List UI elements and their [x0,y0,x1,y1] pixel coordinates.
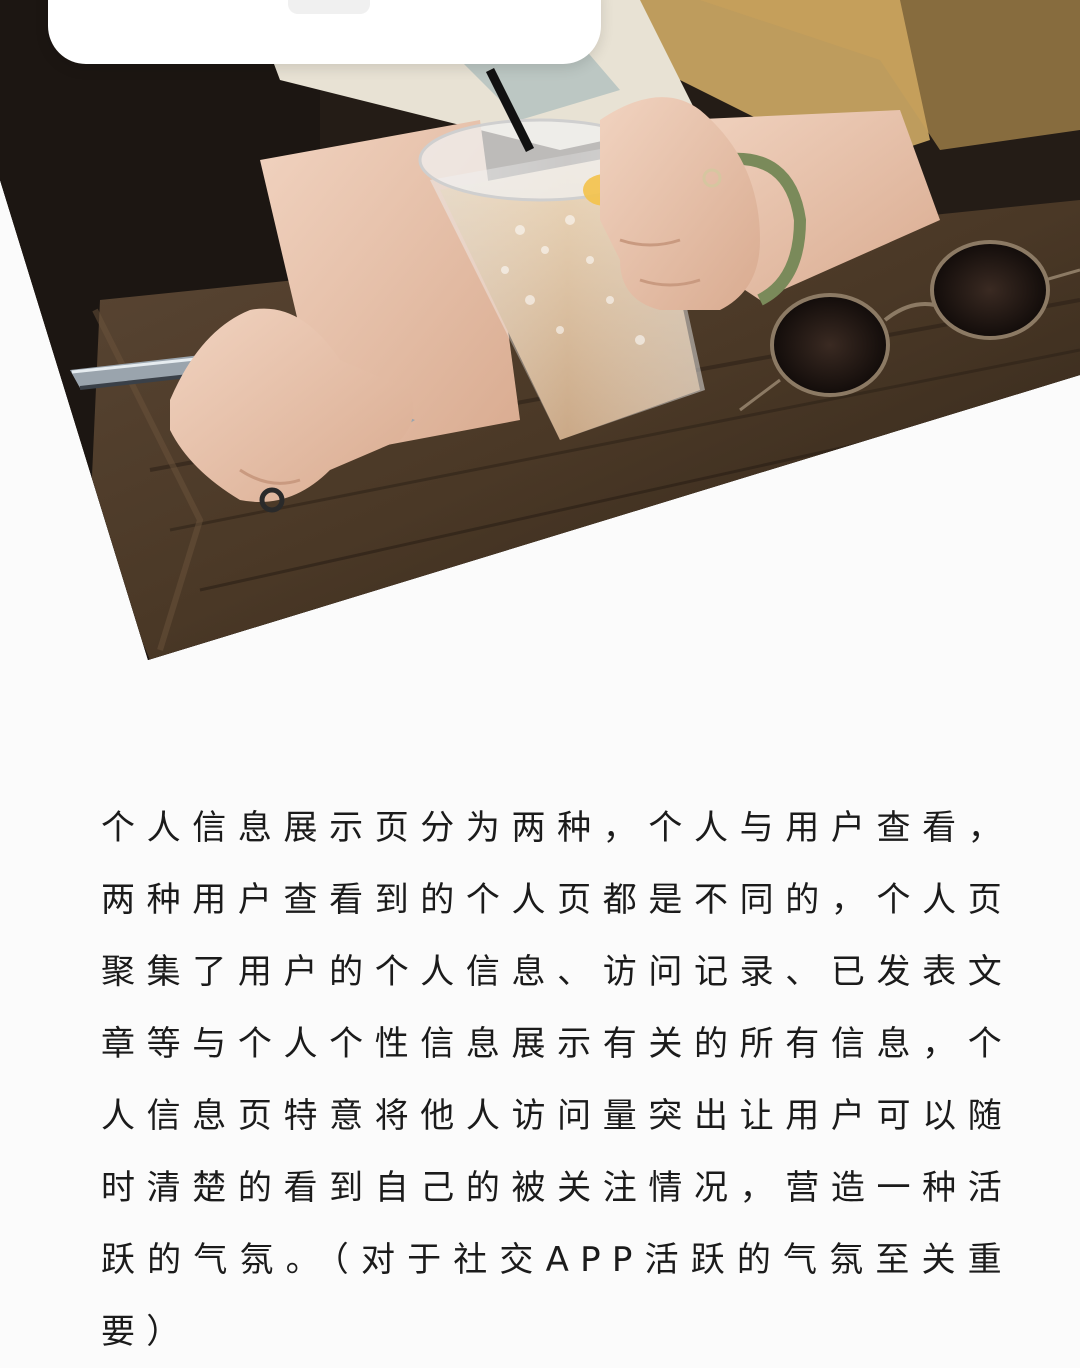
description-text: 个人信息展示页分为两种，个人与用户查看，两种用户查看到的个人页都是不同的，个人页… [101,808,1013,1352]
sunglasses-graphic [739,240,1080,412]
hero-photo [0,0,1080,660]
hero-illustration [0,0,1080,660]
top-card-tab [288,0,370,14]
top-card [48,0,601,64]
